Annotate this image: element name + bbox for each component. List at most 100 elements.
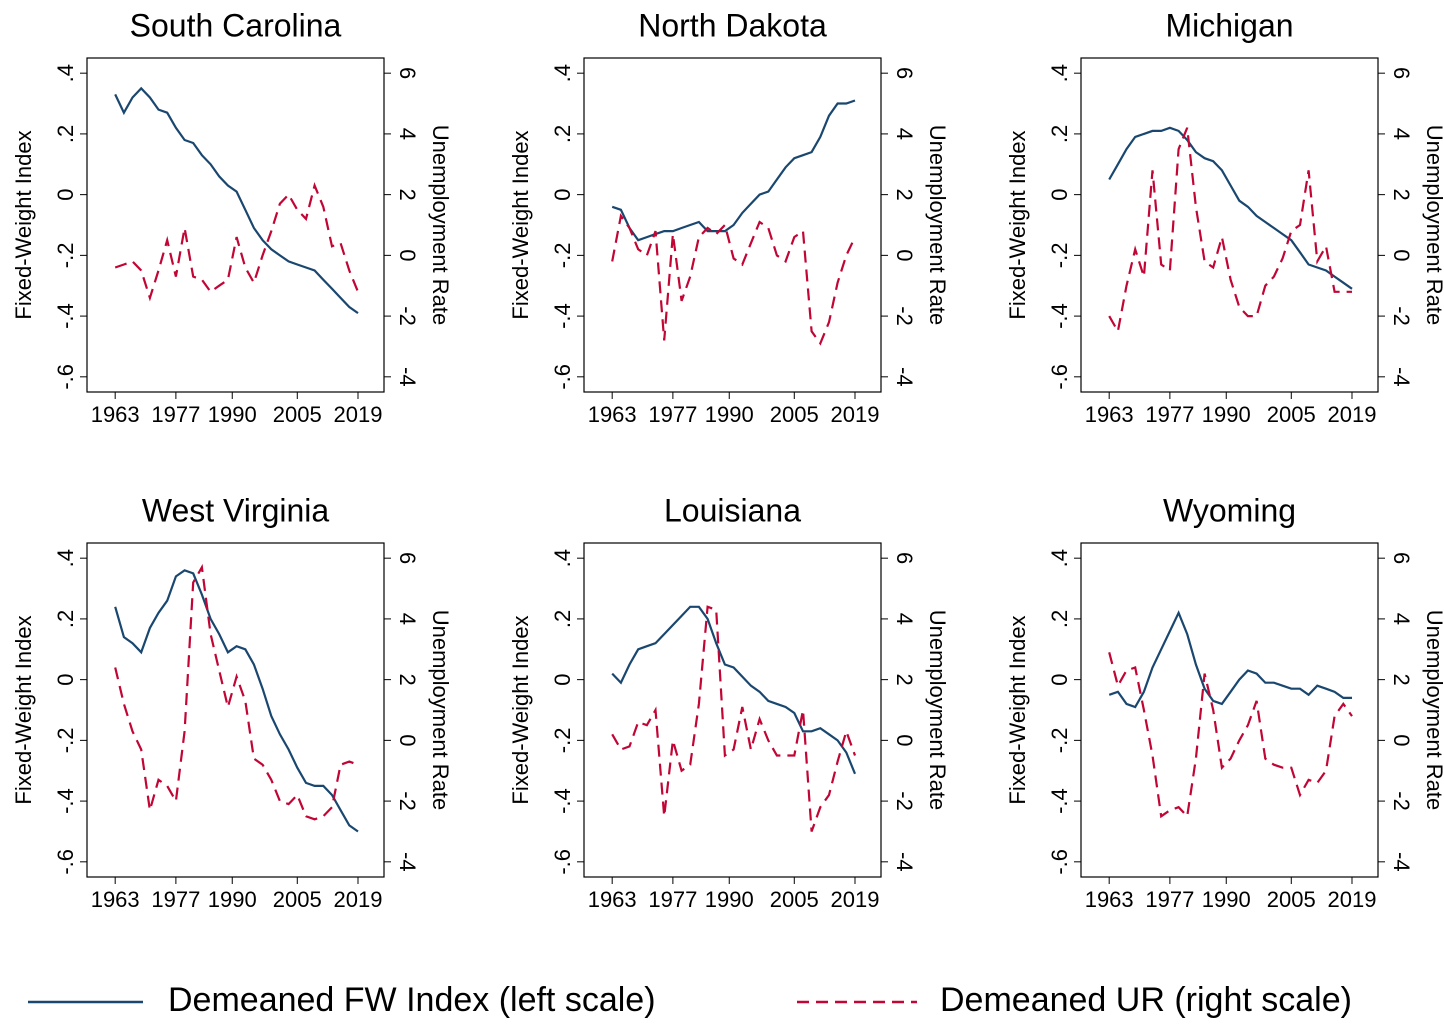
series-line [611, 213, 856, 346]
series-line [1108, 652, 1353, 819]
y2-tick-label: 6 [395, 552, 420, 564]
x-tick-label: 1990 [208, 887, 257, 912]
x-tick-label: 1990 [705, 402, 754, 427]
y2-tick-label: -2 [1389, 791, 1414, 811]
y2-tick-label: 4 [395, 613, 420, 625]
x-tick-label: 2019 [334, 402, 383, 427]
x-tick-label: 1963 [1085, 402, 1134, 427]
series-line [611, 605, 857, 775]
series-line [611, 605, 857, 832]
y2-tick-label: 2 [1389, 674, 1414, 686]
y-axis-title: Fixed-Weight Index [11, 615, 36, 804]
y-tick-label: .4 [550, 549, 575, 567]
y2-tick-label: 0 [1389, 249, 1414, 261]
y-tick-label: -.4 [1047, 788, 1072, 814]
series-line [114, 569, 359, 833]
plot-frame [583, 57, 882, 393]
plot-frame [1080, 57, 1379, 393]
y2-tick-label: 2 [395, 189, 420, 201]
y-tick-label: 0 [53, 674, 78, 686]
x-tick-label: 1977 [648, 887, 697, 912]
x-tick-label: 2005 [1267, 887, 1316, 912]
y2-tick-label: 0 [395, 734, 420, 746]
y2-tick-label: -4 [1389, 367, 1414, 387]
plot-frame [1080, 542, 1379, 878]
y2-tick-label: 4 [1389, 128, 1414, 140]
y-tick-label: -.6 [53, 364, 78, 390]
y-tick-label: -.4 [53, 788, 78, 814]
y2-axis-title: Unemployment Rate [1422, 610, 1444, 811]
y-tick-label: 0 [550, 189, 575, 201]
y-tick-label: -.2 [550, 728, 575, 754]
y2-tick-label: 6 [395, 67, 420, 79]
y-tick-label: .4 [1047, 549, 1072, 567]
x-tick-label: 2019 [1328, 887, 1377, 912]
series-line [1108, 126, 1353, 290]
y-tick-label: 0 [53, 189, 78, 201]
x-tick-label: 2019 [334, 887, 383, 912]
y-axis-title: Fixed-Weight Index [11, 130, 36, 319]
y-tick-label: -.2 [53, 728, 78, 754]
y-axis-title: Fixed-Weight Index [1005, 615, 1030, 804]
y2-tick-label: -2 [892, 791, 917, 811]
x-tick-label: 1977 [151, 887, 200, 912]
y-tick-label: -.2 [53, 243, 78, 269]
y-tick-label: .2 [1047, 125, 1072, 143]
y2-tick-label: -4 [892, 367, 917, 387]
y2-axis-title: Unemployment Rate [925, 610, 950, 811]
series-line [611, 99, 856, 242]
y2-tick-label: 2 [892, 674, 917, 686]
panel-title: North Dakota [638, 7, 827, 43]
series-line [114, 182, 360, 302]
y2-axis-title: Unemployment Rate [428, 125, 453, 326]
x-tick-label: 1990 [1202, 402, 1251, 427]
y-tick-label: .2 [550, 125, 575, 143]
series-line [1108, 127, 1352, 335]
y2-tick-label: 2 [892, 189, 917, 201]
y2-axis-title: Unemployment Rate [925, 125, 950, 326]
series-line [114, 86, 359, 315]
series-line [1108, 610, 1352, 709]
y2-tick-label: -4 [1389, 852, 1414, 872]
y-tick-label: .4 [1047, 64, 1072, 82]
y2-tick-label: 2 [395, 674, 420, 686]
y-tick-label: .4 [53, 64, 78, 82]
y2-tick-label: 0 [1389, 734, 1414, 746]
y-tick-label: -.4 [53, 303, 78, 329]
y2-axis-title: Unemployment Rate [428, 610, 453, 811]
y2-tick-label: 4 [892, 128, 917, 140]
x-tick-label: 2005 [770, 887, 819, 912]
y-tick-label: .2 [1047, 610, 1072, 628]
y-tick-label: -.4 [1047, 303, 1072, 329]
y2-tick-label: 4 [395, 128, 420, 140]
plot-frame [86, 542, 385, 878]
y-tick-label: -.6 [1047, 364, 1072, 390]
y2-tick-label: 6 [892, 67, 917, 79]
y-tick-label: .2 [550, 610, 575, 628]
x-tick-label: 1963 [91, 887, 140, 912]
x-tick-label: 1977 [1145, 402, 1194, 427]
y-tick-label: 0 [1047, 674, 1072, 686]
y2-tick-label: 4 [1389, 613, 1414, 625]
panel-title: West Virginia [142, 492, 330, 528]
y-tick-label: .2 [53, 610, 78, 628]
y2-tick-label: 2 [1389, 189, 1414, 201]
y-tick-label: -.4 [550, 788, 575, 814]
x-tick-label: 1963 [91, 402, 140, 427]
y-tick-label: 0 [1047, 189, 1072, 201]
y-axis-title: Fixed-Weight Index [508, 130, 533, 319]
y-tick-label: -.4 [550, 303, 575, 329]
panel-title: South Carolina [130, 7, 342, 43]
y-tick-label: -.6 [550, 364, 575, 390]
panel-title: Wyoming [1163, 492, 1296, 528]
x-tick-label: 1990 [705, 887, 754, 912]
x-tick-label: 2005 [1267, 402, 1316, 427]
panel-title: Louisiana [664, 492, 801, 528]
y2-tick-label: 6 [892, 552, 917, 564]
plot-frame [583, 542, 882, 878]
y2-tick-label: 6 [1389, 67, 1414, 79]
y-tick-label: .4 [53, 549, 78, 567]
y2-tick-label: 4 [892, 613, 917, 625]
y2-tick-label: 6 [1389, 552, 1414, 564]
y-tick-label: -.2 [1047, 243, 1072, 269]
